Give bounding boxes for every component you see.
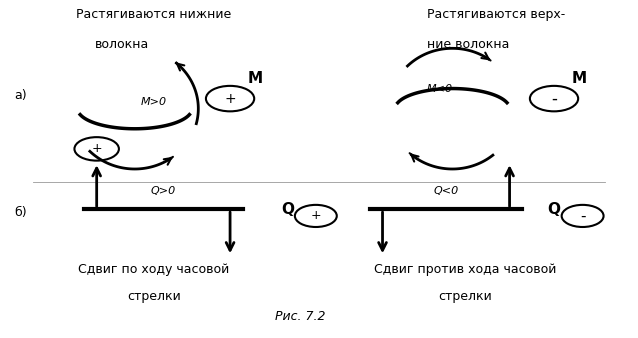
Text: б): б) [14, 206, 27, 219]
Text: M: M [248, 71, 263, 86]
Text: M<0: M<0 [427, 83, 453, 94]
Text: Q<0: Q<0 [433, 186, 459, 196]
Text: M: M [572, 71, 587, 86]
Text: Q: Q [547, 202, 561, 217]
Text: Рис. 7.2: Рис. 7.2 [275, 310, 325, 323]
Text: Сдвиг по ходу часовой: Сдвиг по ходу часовой [78, 263, 230, 276]
Text: -: - [551, 90, 557, 107]
Text: Q>0: Q>0 [151, 186, 176, 196]
Text: ние волокна: ние волокна [427, 38, 509, 51]
Text: Растягиваются нижние: Растягиваются нижние [76, 8, 232, 21]
Text: волокна: волокна [95, 38, 149, 51]
Text: +: + [311, 210, 321, 222]
Text: Растягиваются верх-: Растягиваются верх- [427, 8, 565, 21]
Text: M>0: M>0 [141, 97, 167, 107]
Text: +: + [224, 92, 236, 105]
Text: +: + [91, 142, 102, 155]
Text: Сдвиг против хода часовой: Сдвиг против хода часовой [374, 263, 556, 276]
Text: стрелки: стрелки [127, 290, 181, 303]
Text: стрелки: стрелки [438, 290, 492, 303]
Text: а): а) [14, 89, 27, 102]
Text: -: - [580, 209, 586, 223]
Text: Q: Q [281, 202, 294, 217]
